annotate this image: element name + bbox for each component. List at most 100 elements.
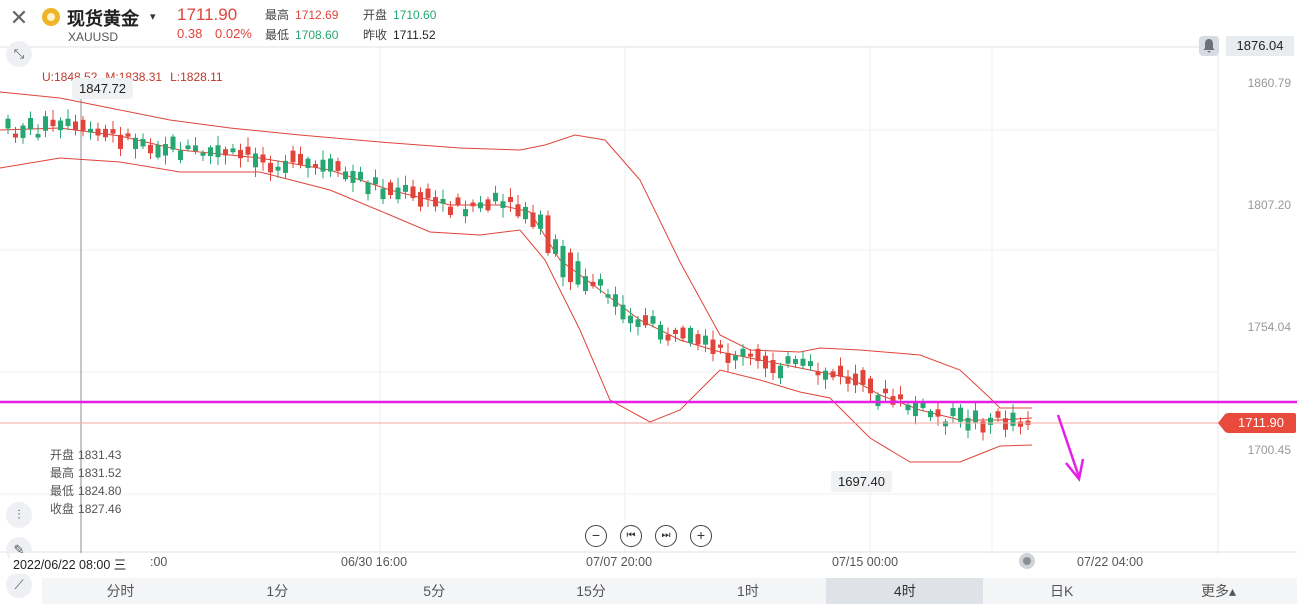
tab-more[interactable]: 更多▴ [1201, 583, 1237, 599]
candle-body [200, 152, 206, 156]
candle-body [898, 394, 903, 400]
trendline-icon[interactable]: ⟋ [6, 572, 32, 598]
candle-body [868, 378, 873, 394]
time-tick: 07/22 04:00 [1077, 555, 1144, 569]
price-change-percent: 0.02% [215, 26, 252, 41]
quote-header: ✕ 现货黄金 ▾ XAUUSD 1711.90 0.38 0.02% 最高 171… [0, 0, 1297, 46]
candle-body [958, 407, 963, 422]
tab-15min[interactable]: 15分 [576, 583, 606, 599]
candle-body [410, 186, 416, 198]
candle-body [823, 370, 828, 380]
bell-icon[interactable] [1199, 36, 1219, 56]
candle-body [208, 147, 213, 157]
time-tick: :00 [150, 555, 168, 569]
candle-body [395, 187, 401, 200]
candle-body [530, 212, 536, 227]
candle-body [110, 129, 116, 134]
instrument-name[interactable]: 现货黄金 [67, 9, 139, 29]
candle-body [988, 417, 993, 425]
candle-body [455, 197, 461, 205]
candle-body [28, 117, 33, 130]
time-tick: 06/30 16:00 [341, 555, 408, 569]
candle-body [770, 360, 776, 374]
bollinger-upper-line [0, 91, 1032, 409]
candle-body [830, 371, 836, 378]
max-price-label: 1847.72 [72, 78, 133, 99]
candle-body [298, 153, 303, 165]
candle-body [800, 358, 806, 366]
candle-body [35, 133, 41, 138]
candle-body [935, 409, 941, 417]
candle-body [883, 388, 888, 394]
candle-body [350, 171, 356, 183]
candle-body [553, 239, 558, 254]
bollinger-lower-line [0, 157, 1033, 463]
zoom-in-button[interactable]: + [690, 525, 712, 547]
candle-body [125, 133, 131, 137]
candle-body [943, 421, 948, 427]
candle-body [245, 146, 251, 155]
ohlc-close: 1827.46 [78, 502, 122, 516]
tab-1min[interactable]: 1分 [266, 583, 289, 599]
price-change: 0.38 [177, 26, 203, 41]
candle-body [103, 128, 108, 138]
scroll-start-button[interactable]: ⏮ [620, 525, 642, 547]
price-tick: 1807.20 [1247, 198, 1291, 212]
candle-body [950, 408, 956, 417]
tab-daily[interactable]: 日K [1050, 583, 1074, 599]
candle-body [463, 209, 468, 217]
tab-4hour[interactable]: 4时 [826, 578, 984, 604]
candle-body [50, 119, 56, 127]
candle-body [305, 158, 311, 168]
candle-body [275, 166, 281, 171]
candle-body [778, 365, 783, 379]
ohlc-high: 1831.52 [78, 466, 122, 480]
close-icon[interactable]: ✕ [9, 5, 29, 30]
time-tick: 07/15 00:00 [832, 555, 899, 569]
candle-body [230, 148, 236, 153]
candle-body [388, 182, 393, 196]
candle-body [320, 159, 326, 172]
candle-body [328, 158, 333, 172]
candle-body [13, 133, 18, 138]
candle-body [140, 139, 146, 147]
candle-body [853, 373, 858, 386]
candle-body [710, 339, 716, 354]
candle-body [635, 319, 641, 327]
stat-low-value: 1708.60 [295, 28, 339, 42]
tab-1hour[interactable]: 1时 [737, 583, 759, 599]
candle-body [680, 327, 686, 339]
candle-body [905, 404, 911, 411]
candle-body [815, 371, 821, 376]
tab-timeshare[interactable]: 分时 [106, 583, 135, 599]
candle-body [358, 171, 363, 180]
candle-body [253, 153, 258, 168]
collapse-icon[interactable]: ⤡ [6, 41, 32, 67]
candle-body [763, 355, 768, 369]
candle-body [5, 118, 11, 129]
zoom-out-button[interactable]: − [585, 525, 607, 547]
candle-body [148, 144, 153, 154]
latest-position-button[interactable] [1019, 553, 1035, 569]
cursor-date-label: 2022/06/22 08:00 三 [10, 553, 130, 574]
stat-prev-close-value: 1711.52 [393, 28, 436, 42]
bollinger-values: U:1848.52 M:1838.31 L:1828.11 [42, 70, 231, 84]
scroll-end-button[interactable]: ⏭ [655, 525, 677, 547]
ohlc-low: 1824.80 [78, 484, 122, 498]
indicator-icon[interactable]: ⫶ [6, 502, 32, 528]
last-price: 1711.90 [177, 5, 238, 24]
candle-body [785, 356, 791, 364]
stat-prev-close-label: 昨收 [363, 28, 388, 42]
stat-low-label: 最低 [265, 28, 290, 42]
candle-body [838, 365, 843, 377]
chevron-down-icon[interactable]: ▾ [150, 11, 156, 23]
candle-body [73, 121, 78, 131]
candle-body [500, 201, 506, 208]
candle-body [628, 315, 633, 324]
tab-5min[interactable]: 5分 [423, 583, 446, 599]
ohlc-open-label: 开盘 [50, 448, 75, 462]
candle-body [523, 206, 528, 220]
candlestick-chart[interactable] [0, 46, 1297, 554]
candle-body [58, 120, 63, 131]
